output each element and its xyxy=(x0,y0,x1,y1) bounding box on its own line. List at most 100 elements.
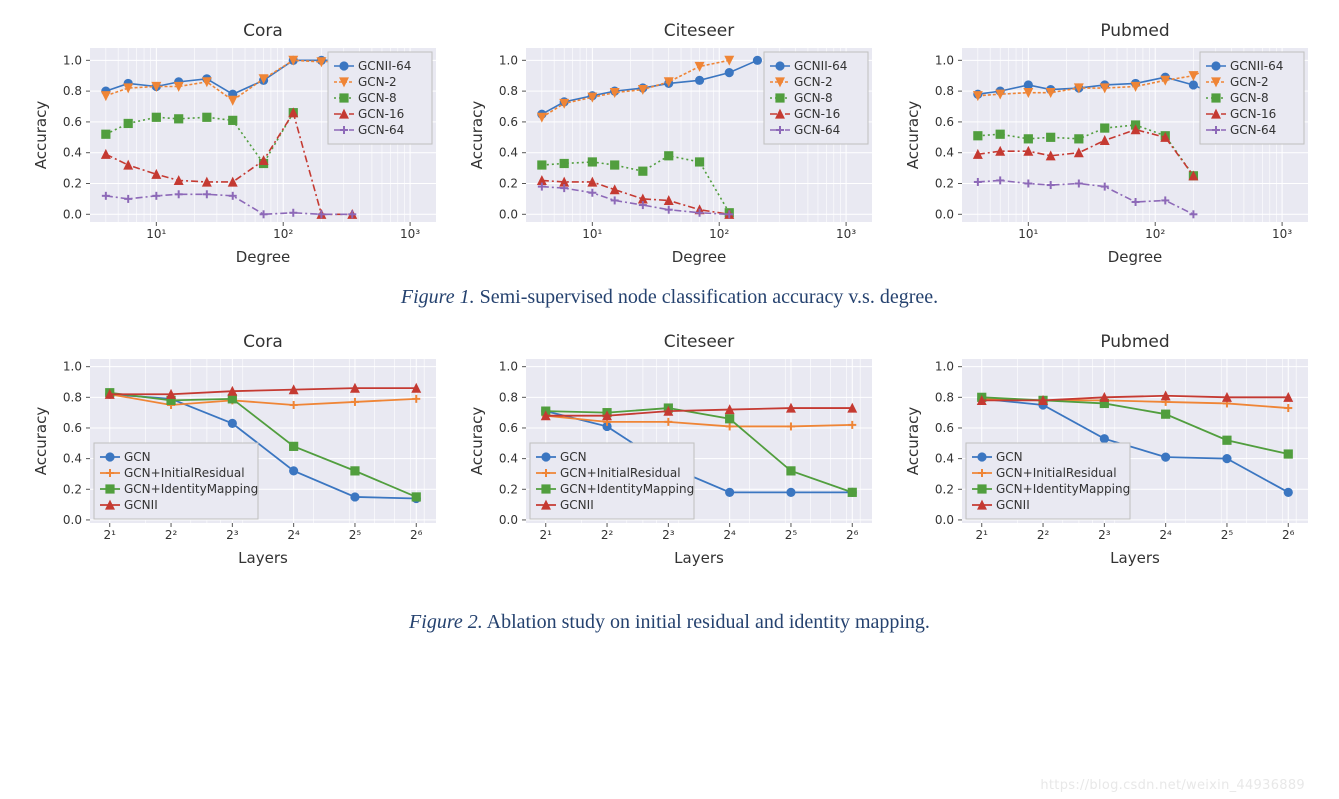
svg-text:GCN-16: GCN-16 xyxy=(1230,107,1276,121)
svg-text:0.0: 0.0 xyxy=(499,207,518,221)
svg-text:2⁴: 2⁴ xyxy=(1159,528,1172,542)
figure1-caption-label: Figure 1. xyxy=(401,286,475,308)
svg-text:GCN-8: GCN-8 xyxy=(1230,91,1269,105)
svg-text:2¹: 2¹ xyxy=(104,528,117,542)
svg-text:Pubmed: Pubmed xyxy=(1100,21,1169,41)
svg-text:0.2: 0.2 xyxy=(63,482,82,496)
svg-text:Accuracy: Accuracy xyxy=(468,407,486,476)
svg-text:2⁴: 2⁴ xyxy=(287,528,300,542)
svg-text:Cora: Cora xyxy=(243,332,283,352)
svg-text:Accuracy: Accuracy xyxy=(904,101,922,170)
figure2-row: 0.0 0.2 0.4 0.6 0.8 1.0 2¹ 2² 2³ 2⁴ 2⁵ 2⁶ Cora Layers… xyxy=(30,331,1309,575)
svg-text:GCN-64: GCN-64 xyxy=(358,123,404,137)
svg-text:1.0: 1.0 xyxy=(63,53,82,67)
svg-text:10³: 10³ xyxy=(400,227,420,241)
svg-text:GCNII: GCNII xyxy=(996,498,1030,512)
svg-text:0.6: 0.6 xyxy=(499,421,518,435)
svg-text:Citeseer: Citeseer xyxy=(664,21,734,41)
chart-svg: 0.00.20.40.60.81.010¹10²10³CiteseerDegre… xyxy=(466,20,884,270)
svg-text:Accuracy: Accuracy xyxy=(468,101,486,170)
svg-text:Layers: Layers xyxy=(238,549,288,567)
svg-text:2³: 2³ xyxy=(1098,528,1111,542)
svg-text:2⁴: 2⁴ xyxy=(723,528,736,542)
svg-text:Accuracy: Accuracy xyxy=(904,407,922,476)
svg-text:10²: 10² xyxy=(709,227,729,241)
svg-text:1.0: 1.0 xyxy=(63,360,82,374)
svg-text:0.4: 0.4 xyxy=(499,452,518,466)
figure2-caption: Figure 2. Ablation study on initial resi… xyxy=(30,611,1309,634)
figure2-caption-label: Figure 2. xyxy=(409,611,483,633)
svg-text:0.6: 0.6 xyxy=(935,115,954,129)
fig1-panel-cora: 0.00.20.40.60.81.010¹10²10³CoraDegreeAcc… xyxy=(30,20,448,274)
svg-text:0.8: 0.8 xyxy=(935,390,954,404)
svg-text:GCN+InitialResidual: GCN+InitialResidual xyxy=(560,466,681,480)
svg-text:0.2: 0.2 xyxy=(935,482,954,496)
svg-text:GCN+IdentityMapping: GCN+IdentityMapping xyxy=(124,482,258,496)
svg-text:2²: 2² xyxy=(165,528,178,542)
svg-text:2³: 2³ xyxy=(226,528,239,542)
svg-text:GCN+InitialResidual: GCN+InitialResidual xyxy=(124,466,245,480)
svg-text:1.0: 1.0 xyxy=(935,360,954,374)
svg-text:GCN+InitialResidual: GCN+InitialResidual xyxy=(996,466,1117,480)
svg-text:GCNII-64: GCNII-64 xyxy=(794,59,847,73)
svg-text:GCN-2: GCN-2 xyxy=(794,75,833,89)
svg-text:Degree: Degree xyxy=(1108,248,1163,266)
svg-text:0.8: 0.8 xyxy=(63,390,82,404)
svg-text:GCN-8: GCN-8 xyxy=(358,91,397,105)
svg-text:0.8: 0.8 xyxy=(935,84,954,98)
svg-text:10²: 10² xyxy=(273,227,293,241)
svg-text:Layers: Layers xyxy=(674,549,724,567)
svg-text:10¹: 10¹ xyxy=(146,227,166,241)
svg-text:GCN: GCN xyxy=(124,450,151,464)
svg-text:GCN-16: GCN-16 xyxy=(358,107,404,121)
svg-text:0.4: 0.4 xyxy=(63,146,82,160)
figure1-row: 0.0 0.2 0.4 0.6 0.8 1.0 10¹ 10² 10³ Cora Degree Acc… xyxy=(30,20,1309,274)
svg-text:10²: 10² xyxy=(1145,227,1165,241)
svg-text:0.8: 0.8 xyxy=(499,390,518,404)
fig2-panel-citeseer: 0.00.20.40.60.81.02¹2²2³2⁴2⁵2⁶CiteseerLa… xyxy=(466,331,884,575)
figure1-caption: Figure 1. Semi-supervised node classific… xyxy=(30,286,1309,309)
svg-text:2⁶: 2⁶ xyxy=(846,528,859,542)
svg-text:Degree: Degree xyxy=(236,248,291,266)
svg-text:GCN+IdentityMapping: GCN+IdentityMapping xyxy=(560,482,694,496)
svg-text:Degree: Degree xyxy=(672,248,727,266)
svg-text:1.0: 1.0 xyxy=(935,53,954,67)
svg-text:2⁶: 2⁶ xyxy=(410,528,423,542)
svg-text:GCN-2: GCN-2 xyxy=(358,75,397,89)
svg-text:Citeseer: Citeseer xyxy=(664,332,734,352)
svg-text:GCNII-64: GCNII-64 xyxy=(1230,59,1283,73)
svg-text:GCN+IdentityMapping: GCN+IdentityMapping xyxy=(996,482,1130,496)
svg-text:0.0: 0.0 xyxy=(935,207,954,221)
svg-text:0.4: 0.4 xyxy=(935,146,954,160)
svg-text:GCN-64: GCN-64 xyxy=(794,123,840,137)
svg-text:GCN-8: GCN-8 xyxy=(794,91,833,105)
svg-text:0.0: 0.0 xyxy=(63,207,82,221)
svg-text:2²: 2² xyxy=(601,528,614,542)
svg-text:0.0: 0.0 xyxy=(935,513,954,527)
svg-text:Accuracy: Accuracy xyxy=(32,101,50,170)
svg-text:0.2: 0.2 xyxy=(935,177,954,191)
svg-text:2²: 2² xyxy=(1037,528,1050,542)
svg-text:0.4: 0.4 xyxy=(935,452,954,466)
svg-text:GCN: GCN xyxy=(560,450,587,464)
svg-text:2⁵: 2⁵ xyxy=(1221,528,1234,542)
svg-text:10¹: 10¹ xyxy=(582,227,602,241)
chart-svg: 0.00.20.40.60.81.02¹2²2³2⁴2⁵2⁶CoraLayers… xyxy=(30,331,448,571)
svg-text:0.0: 0.0 xyxy=(499,513,518,527)
svg-text:Cora: Cora xyxy=(243,21,283,41)
svg-text:2⁶: 2⁶ xyxy=(1282,528,1295,542)
svg-text:GCN-2: GCN-2 xyxy=(1230,75,1269,89)
svg-text:GCNII: GCNII xyxy=(124,498,158,512)
figure2-caption-text: Ablation study on initial residual and i… xyxy=(487,611,930,633)
svg-text:1.0: 1.0 xyxy=(499,53,518,67)
svg-text:0.4: 0.4 xyxy=(499,146,518,160)
svg-text:0.8: 0.8 xyxy=(63,84,82,98)
svg-text:0.6: 0.6 xyxy=(935,421,954,435)
svg-text:GCN: GCN xyxy=(996,450,1023,464)
svg-text:10¹: 10¹ xyxy=(1018,227,1038,241)
chart-svg: 0.00.20.40.60.81.010¹10²10³PubmedDegreeA… xyxy=(902,20,1320,270)
svg-text:0.8: 0.8 xyxy=(499,84,518,98)
chart-svg: 0.00.20.40.60.81.02¹2²2³2⁴2⁵2⁶CiteseerLa… xyxy=(466,331,884,571)
svg-text:Accuracy: Accuracy xyxy=(32,407,50,476)
svg-text:2⁵: 2⁵ xyxy=(785,528,798,542)
